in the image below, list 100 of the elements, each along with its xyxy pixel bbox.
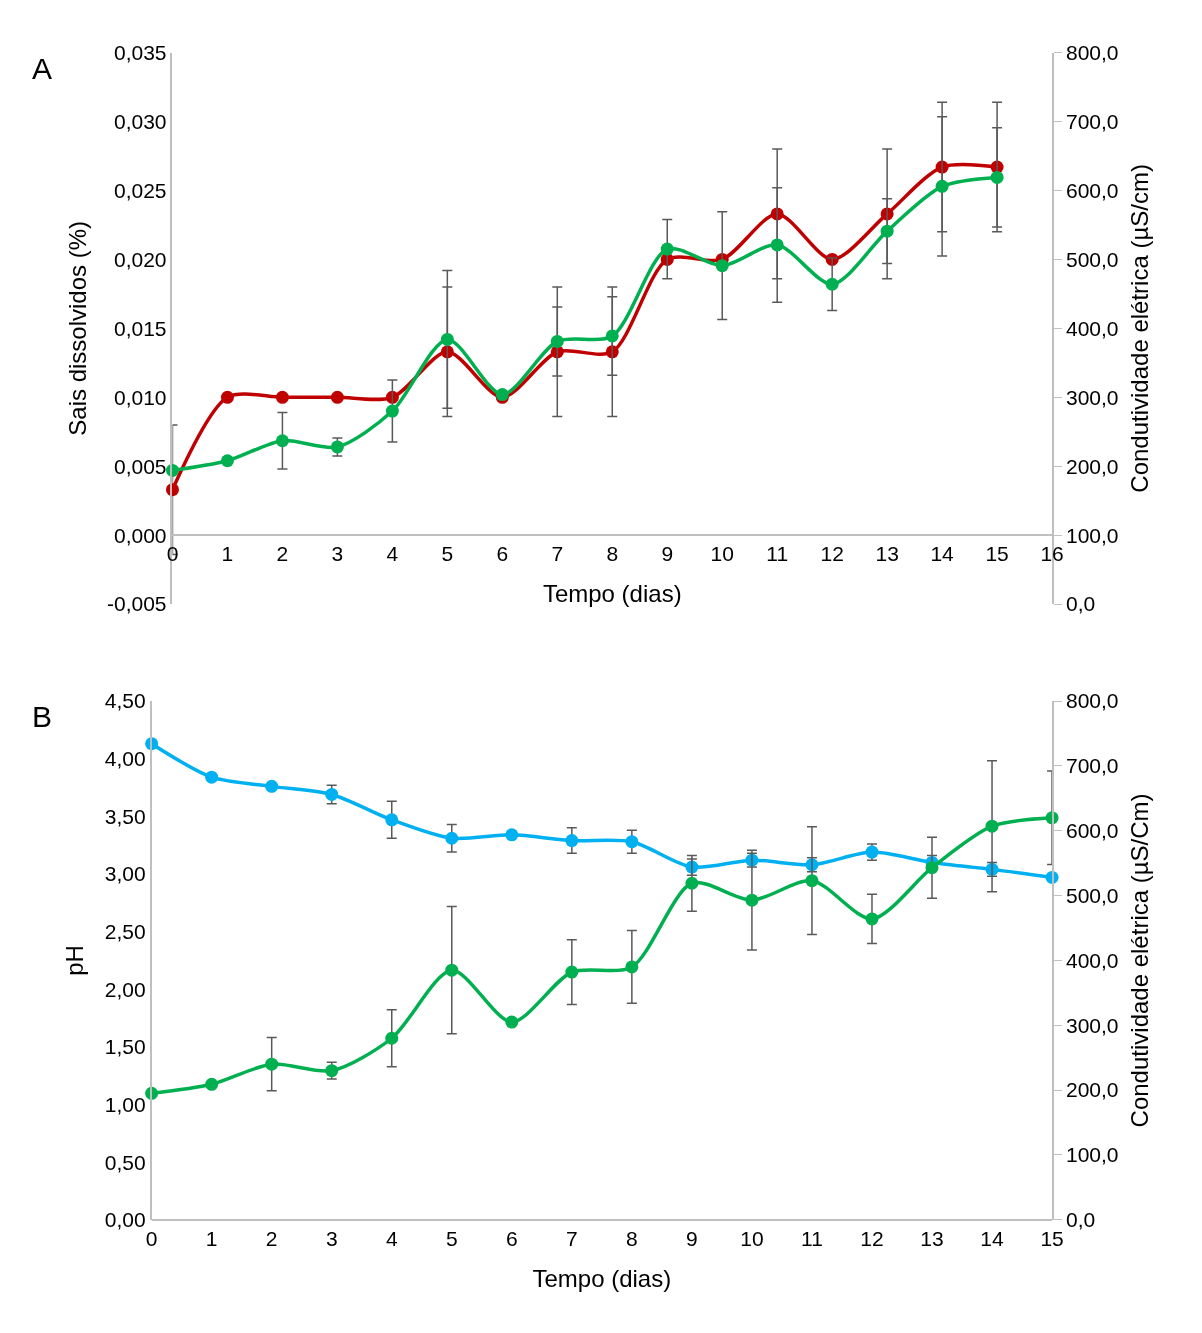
y-tick-label: 2,50 (104, 919, 146, 943)
y-tick-label: 0,035 (113, 40, 167, 64)
y2-axis-title: Condutividade elétrica (µS/cm) (1126, 164, 1154, 493)
x-tick-label: 2 (265, 1226, 278, 1250)
x-tick-label: 12 (860, 1226, 884, 1250)
point (265, 1057, 279, 1071)
x-tick-label: 6 (496, 542, 509, 566)
x-tick-label: 15 (1040, 1226, 1064, 1250)
y-axis-title: Sais dissolvidos (%) (63, 221, 91, 436)
x-tick-label: 3 (325, 1226, 338, 1250)
point (440, 332, 454, 346)
y-tick-label: 0,00 (104, 1208, 146, 1232)
point (825, 277, 839, 291)
x-tick-label: 7 (551, 542, 564, 566)
point (715, 259, 729, 273)
point (985, 819, 999, 833)
x-tick-label: 13 (920, 1226, 944, 1250)
x-tick-label: 12 (820, 542, 844, 566)
point (385, 404, 399, 418)
x-tick-label: 4 (385, 1226, 398, 1250)
x-tick-label: 14 (930, 542, 955, 566)
y2-tick-label: 400,0 (1066, 948, 1119, 972)
y-tick-label: 0,010 (113, 385, 167, 409)
y-tick-label: 1,00 (104, 1092, 146, 1116)
x-tick-label: 16 (1040, 542, 1064, 566)
point (385, 1031, 399, 1045)
x-tick-label: 1 (221, 542, 234, 566)
point (330, 390, 344, 404)
y-tick-label: 0,005 (113, 454, 167, 478)
y-tick-label: -0,005 (106, 592, 167, 616)
point (685, 876, 699, 890)
chart-title: A (32, 52, 53, 85)
point (565, 965, 579, 979)
x-tick-label: 4 (386, 542, 399, 566)
y2-axis-title: Condutividade elétrica (µS/Cm) (1126, 793, 1154, 1128)
x-tick-label: 1 (205, 1226, 218, 1250)
point (565, 834, 579, 848)
point (805, 874, 819, 888)
point (935, 179, 949, 193)
point (445, 831, 459, 845)
point (505, 828, 519, 842)
point (265, 779, 279, 793)
x-tick-label: 7 (565, 1226, 578, 1250)
y2-tick-label: 700,0 (1066, 754, 1119, 778)
y2-tick-label: 600,0 (1066, 178, 1119, 202)
x-tick-label: 3 (331, 542, 344, 566)
x-tick-label: 14 (980, 1226, 1005, 1250)
y2-tick-label: 100,0 (1066, 523, 1119, 547)
y2-tick-label: 200,0 (1066, 1078, 1119, 1102)
y-tick-label: 0,025 (113, 178, 167, 202)
x-axis-title: Tempo (dias) (542, 579, 682, 607)
point (275, 434, 289, 448)
x-tick-label: 8 (626, 1226, 638, 1250)
y2-tick-label: 200,0 (1066, 454, 1119, 478)
point (625, 835, 639, 849)
x-tick-label: 11 (766, 542, 789, 566)
y2-tick-label: 100,0 (1066, 1143, 1119, 1167)
y2-tick-label: 800,0 (1066, 689, 1119, 713)
y2-tick-label: 500,0 (1066, 247, 1119, 271)
point (625, 960, 639, 974)
y2-tick-label: 600,0 (1066, 819, 1119, 843)
point (275, 390, 289, 404)
point (550, 334, 564, 348)
x-tick-label: 10 (710, 542, 734, 566)
point (865, 912, 879, 926)
y2-tick-label: 800,0 (1066, 40, 1119, 64)
x-tick-label: 13 (875, 542, 899, 566)
point (385, 390, 399, 404)
y2-tick-label: 0,0 (1066, 592, 1096, 616)
point (770, 238, 784, 252)
point (505, 1015, 519, 1029)
y-tick-label: 0,020 (113, 247, 167, 271)
point (660, 242, 674, 256)
y2-tick-label: 300,0 (1066, 1013, 1119, 1037)
y2-tick-label: 400,0 (1066, 316, 1119, 340)
x-tick-label: 2 (276, 542, 289, 566)
y-tick-label: 0,015 (113, 316, 167, 340)
x-tick-label: 11 (801, 1226, 823, 1250)
y-tick-label: 4,50 (104, 689, 146, 713)
y-tick-label: 1,50 (104, 1035, 146, 1059)
x-tick-label: 9 (686, 1226, 698, 1250)
x-tick-label: 15 (985, 542, 1009, 566)
point (385, 813, 399, 827)
x-tick-label: 8 (606, 542, 619, 566)
y-tick-label: 0,50 (104, 1150, 146, 1174)
x-tick-label: 0 (145, 1226, 158, 1250)
x-tick-label: 6 (505, 1226, 518, 1250)
x-axis-title: Tempo (dias) (532, 1264, 672, 1292)
point (605, 329, 619, 343)
y2-tick-label: 500,0 (1066, 883, 1119, 907)
point (205, 1077, 219, 1091)
point (745, 893, 759, 907)
y-tick-label: 0,000 (113, 523, 167, 547)
y2-tick-label: 700,0 (1066, 109, 1119, 133)
point (445, 963, 459, 977)
y-axis-title: pH (61, 945, 89, 976)
point (220, 454, 234, 468)
y-tick-label: 2,00 (104, 977, 146, 1001)
point (220, 390, 234, 404)
x-tick-label: 10 (740, 1226, 764, 1250)
